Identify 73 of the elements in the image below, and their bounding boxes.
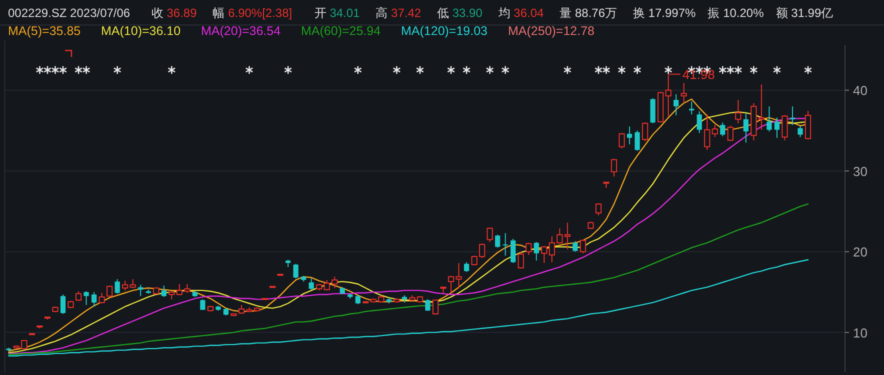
candlestick <box>727 125 734 142</box>
text: 幅 6.90%[2.38] <box>212 6 292 20</box>
text: MA(5)=35.85 <box>8 24 81 38</box>
text: 开 34.01 <box>314 6 360 20</box>
candlestick <box>689 101 694 115</box>
candlestick <box>804 110 812 140</box>
candlestick <box>720 122 726 137</box>
candlestick <box>572 240 578 252</box>
text: 量 88.76万 <box>560 6 618 20</box>
candlestick <box>106 285 113 298</box>
text: MA(120)=19.03 <box>401 24 488 38</box>
candlestick <box>798 125 803 138</box>
text: 均 36.04 <box>497 6 544 20</box>
text: 低 33.90 <box>437 6 483 20</box>
text: 收 36.89 <box>151 6 198 20</box>
annotation: 41.98 <box>682 67 715 82</box>
candlestick <box>782 114 788 141</box>
candlestick <box>580 239 586 254</box>
candlestick <box>293 263 298 279</box>
candlestick <box>534 242 539 262</box>
candlestick <box>650 98 656 124</box>
candlestick <box>696 110 702 134</box>
line-series <box>8 203 809 355</box>
candlestick <box>634 130 640 152</box>
text: MA(60)=25.94 <box>301 24 381 38</box>
text: MA(250)=12.78 <box>508 24 595 38</box>
text: 振 10.20% <box>708 6 764 20</box>
candlestick <box>114 278 120 294</box>
candlestick <box>518 251 524 270</box>
candlestick <box>486 226 493 243</box>
candlestick <box>626 126 632 145</box>
candlestick <box>541 246 548 264</box>
candlestick <box>122 280 128 291</box>
candlestick <box>432 300 439 316</box>
text: 换 17.997% <box>632 6 696 20</box>
candlestick <box>526 242 532 256</box>
y-tick-label: 40 <box>853 83 868 98</box>
candlestick <box>464 262 470 272</box>
candlestick <box>75 290 82 302</box>
candlestick <box>200 298 206 310</box>
y-tick-label: 10 <box>853 325 868 340</box>
candlestick <box>161 285 166 298</box>
text: MA(20)=36.54 <box>201 24 281 38</box>
candlestick <box>735 99 742 124</box>
text: 额 31.99亿 <box>776 6 834 20</box>
candlestick <box>98 292 105 304</box>
candlestick <box>502 232 508 256</box>
y-tick-label: 30 <box>853 164 868 179</box>
candlestick <box>495 234 500 248</box>
chart-title: 002229.SZ 2023/07/06 <box>8 6 130 20</box>
candlestick <box>642 122 648 142</box>
candlestick <box>510 238 516 264</box>
candlestick <box>774 117 780 138</box>
candlestick <box>790 106 796 126</box>
candlestick <box>704 114 710 150</box>
candlestick <box>610 158 618 178</box>
candlestick <box>60 294 66 314</box>
y-tick-label: 20 <box>853 244 868 260</box>
text: 高 37.42 <box>376 6 422 20</box>
candlestick <box>91 292 97 308</box>
candlestick <box>680 82 687 104</box>
candlestick <box>674 94 679 116</box>
candlestick <box>766 106 772 132</box>
candlestick <box>564 222 571 250</box>
candlestick <box>743 113 748 144</box>
candlestick <box>712 124 718 138</box>
candlestick <box>84 290 89 306</box>
candlestick <box>308 278 314 290</box>
candlestick <box>618 132 625 149</box>
candlestick <box>138 284 144 297</box>
candlestick <box>595 202 602 216</box>
line-series <box>8 259 809 356</box>
text: MA(10)=36.10 <box>101 24 181 38</box>
